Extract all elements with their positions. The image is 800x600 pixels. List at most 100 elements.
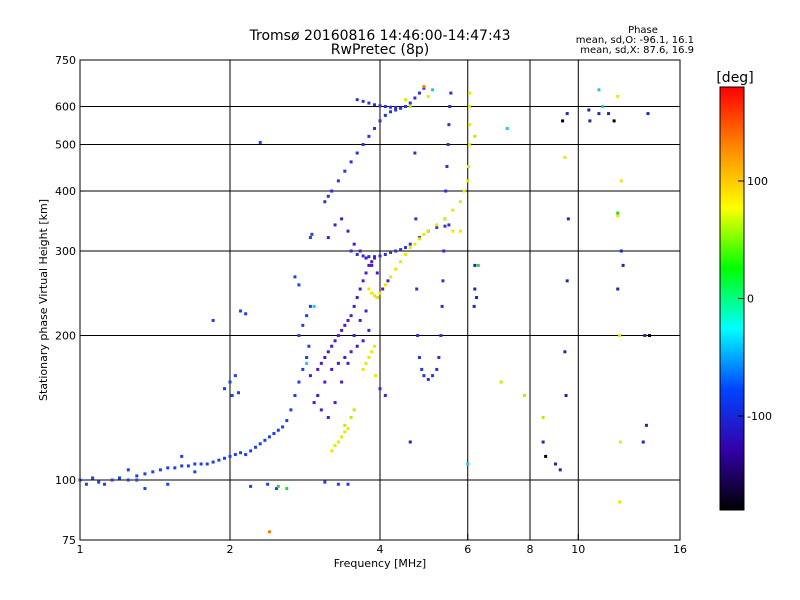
data-point bbox=[375, 296, 379, 300]
data-point bbox=[426, 377, 430, 381]
data-point bbox=[346, 318, 350, 322]
data-point bbox=[244, 312, 248, 316]
data-point bbox=[601, 105, 605, 109]
data-point bbox=[258, 442, 262, 446]
data-points bbox=[78, 85, 652, 534]
data-point bbox=[468, 143, 472, 147]
colorbar-tick-label: 0 bbox=[747, 293, 754, 306]
data-point bbox=[451, 229, 455, 233]
data-point bbox=[462, 189, 466, 193]
data-point bbox=[442, 249, 446, 253]
data-point bbox=[374, 374, 378, 378]
data-point bbox=[193, 462, 197, 466]
data-point bbox=[618, 334, 622, 338]
data-point bbox=[367, 134, 371, 138]
data-point bbox=[373, 344, 377, 348]
data-point bbox=[408, 440, 412, 444]
data-point bbox=[205, 462, 209, 466]
data-point bbox=[619, 179, 623, 183]
data-point bbox=[135, 478, 139, 482]
data-point bbox=[597, 112, 601, 116]
data-point bbox=[373, 256, 377, 260]
data-point bbox=[422, 85, 426, 89]
data-point bbox=[435, 223, 439, 227]
data-point bbox=[211, 460, 215, 464]
data-point bbox=[180, 464, 184, 468]
data-point bbox=[333, 401, 337, 405]
data-point bbox=[249, 449, 253, 453]
data-point bbox=[364, 309, 368, 313]
data-point bbox=[415, 287, 419, 291]
data-point bbox=[285, 419, 289, 423]
data-point bbox=[607, 112, 611, 116]
data-point bbox=[566, 217, 570, 221]
data-point bbox=[276, 428, 280, 432]
data-point bbox=[616, 211, 620, 215]
y-tick-label: 500 bbox=[55, 139, 76, 152]
data-point bbox=[426, 229, 430, 233]
data-point bbox=[443, 217, 447, 221]
data-point bbox=[323, 200, 327, 204]
data-point bbox=[349, 314, 353, 318]
data-point bbox=[326, 350, 330, 354]
data-point bbox=[199, 462, 203, 466]
data-point bbox=[340, 217, 344, 221]
grid-lines bbox=[80, 60, 680, 540]
data-point bbox=[472, 304, 476, 308]
data-point bbox=[378, 254, 382, 258]
data-point bbox=[441, 279, 445, 283]
data-point bbox=[349, 415, 353, 419]
data-point bbox=[381, 287, 385, 291]
data-point bbox=[565, 112, 569, 116]
colorbar-ticks: 100 0 -100 bbox=[738, 175, 772, 423]
data-point bbox=[346, 361, 350, 365]
data-point bbox=[349, 160, 353, 164]
data-point bbox=[266, 482, 270, 486]
y-axis-ticks: 75 100 200 300 400 500 600 750 bbox=[55, 54, 86, 547]
data-point bbox=[375, 271, 379, 275]
y-tick-label: 100 bbox=[55, 474, 76, 487]
data-point bbox=[403, 246, 407, 250]
data-point bbox=[588, 119, 592, 123]
stats-heading: Phase bbox=[628, 25, 658, 36]
data-point bbox=[420, 367, 424, 371]
data-point bbox=[370, 291, 374, 295]
data-point bbox=[276, 484, 280, 488]
data-point bbox=[444, 189, 448, 193]
data-point bbox=[310, 232, 314, 236]
data-point bbox=[301, 367, 305, 371]
data-point bbox=[448, 105, 452, 109]
data-point bbox=[355, 151, 359, 155]
data-point bbox=[186, 464, 190, 468]
data-point bbox=[468, 123, 472, 127]
x-tick-label: 16 bbox=[673, 543, 687, 556]
data-point bbox=[383, 283, 387, 287]
data-point bbox=[399, 248, 403, 252]
data-point bbox=[267, 530, 271, 534]
data-point bbox=[443, 224, 447, 228]
data-point bbox=[228, 380, 232, 384]
data-point bbox=[473, 263, 477, 267]
data-point bbox=[587, 108, 591, 112]
data-point bbox=[435, 367, 439, 371]
data-point bbox=[333, 223, 337, 227]
data-point bbox=[403, 105, 407, 109]
data-point bbox=[340, 380, 344, 384]
data-point bbox=[466, 164, 470, 168]
data-point bbox=[135, 474, 139, 478]
data-point bbox=[476, 263, 480, 267]
data-point bbox=[223, 387, 227, 391]
data-point bbox=[343, 430, 347, 434]
data-point bbox=[367, 263, 371, 267]
data-point bbox=[558, 468, 562, 472]
data-point bbox=[239, 309, 243, 313]
data-point bbox=[173, 466, 177, 470]
data-point bbox=[323, 480, 327, 484]
data-point bbox=[307, 344, 311, 348]
data-point bbox=[297, 283, 301, 287]
data-point bbox=[422, 374, 426, 378]
data-point bbox=[326, 415, 330, 419]
data-point bbox=[367, 101, 371, 105]
data-point bbox=[333, 339, 337, 343]
